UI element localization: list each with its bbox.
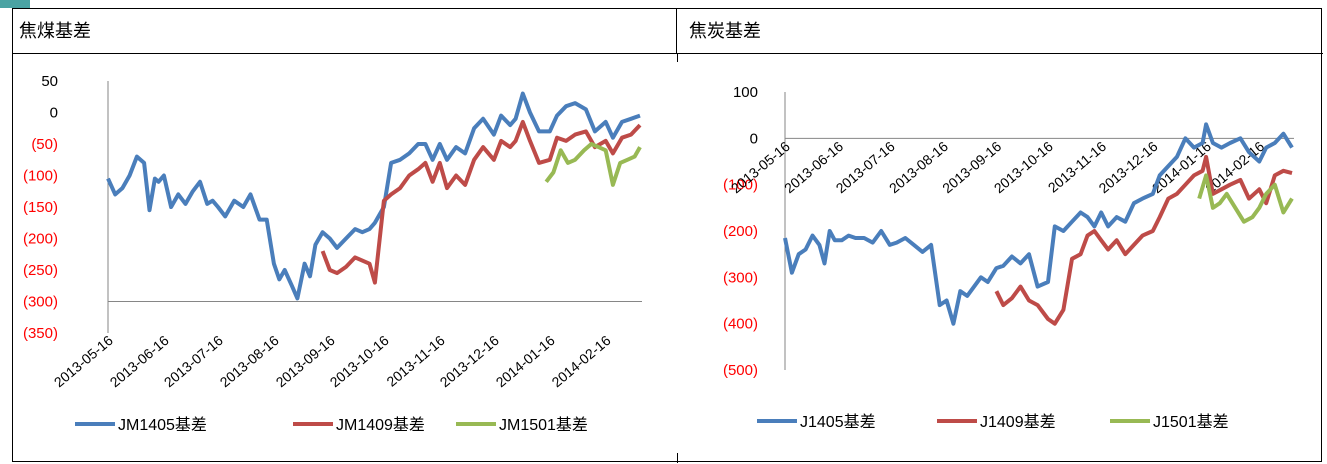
legend-label: J1405基差: [800, 413, 876, 431]
y-tick-label: (100): [723, 177, 758, 194]
decorative-header-accent: [0, 0, 30, 8]
y-tick-label: (350): [23, 325, 58, 342]
y-tick-label: (200): [23, 231, 58, 248]
panel-divider: [677, 54, 678, 62]
series-line-2: [320, 119, 642, 285]
y-tick-label: (300): [23, 294, 58, 311]
series-line-1: [106, 91, 641, 301]
legend-label: JM1501基差: [499, 416, 588, 434]
y-tick-label: (150): [23, 199, 58, 216]
y-tick-label: 0: [750, 130, 758, 147]
left-panel-title: 焦煤基差: [13, 9, 677, 54]
y-tick-label: (400): [723, 316, 758, 333]
y-tick-label: (500): [723, 362, 758, 379]
series-line-3: [1197, 173, 1294, 224]
chart-table: 焦煤基差 焦炭基差: [12, 8, 1323, 463]
y-tick-label: (50): [31, 136, 58, 153]
series-line-1: [783, 122, 1294, 326]
legend-label: J1409基差: [980, 413, 1056, 431]
panel-divider-bottom: [677, 453, 678, 463]
legend-label: JM1409基差: [336, 416, 425, 434]
y-tick-label: 0: [50, 105, 58, 122]
y-tick-label: (250): [23, 262, 58, 279]
series-line-2: [994, 154, 1293, 326]
y-tick-label: (300): [723, 269, 758, 286]
y-tick-label: 100: [733, 84, 758, 101]
legend-label: JM1405基差: [118, 416, 207, 434]
series-line-3: [544, 142, 642, 187]
y-tick-label: (200): [723, 223, 758, 240]
right-panel-title: 焦炭基差: [677, 9, 1323, 54]
y-tick-label: (100): [23, 168, 58, 185]
y-tick-label: 50: [41, 73, 58, 90]
legend-label: J1501基差: [1153, 413, 1229, 431]
